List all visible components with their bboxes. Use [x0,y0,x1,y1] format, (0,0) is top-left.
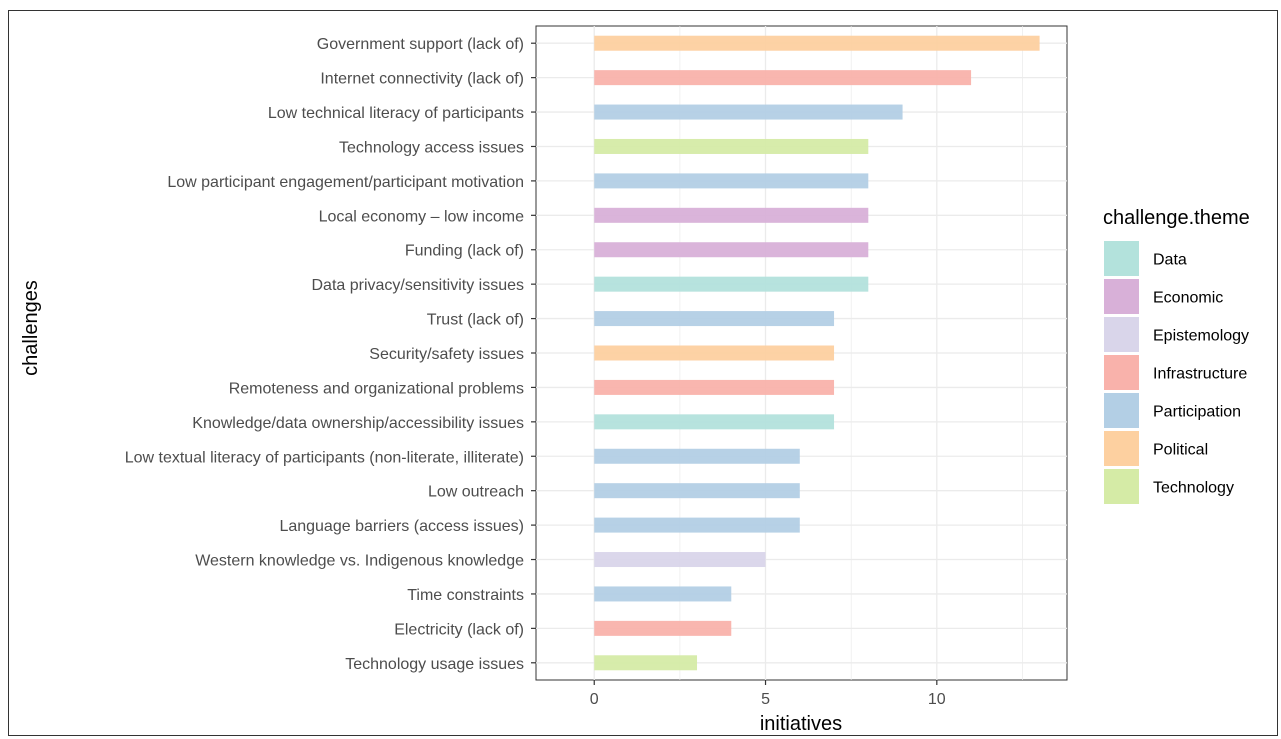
legend-label: Political [1153,442,1208,459]
legend-key [1104,393,1139,428]
legend-label: Technology [1153,480,1234,497]
bar [594,345,835,361]
bar [594,483,800,499]
bar [594,35,1040,51]
bar [594,552,766,568]
bar [594,173,869,189]
bar [594,242,869,258]
legend-label: Data [1153,252,1187,269]
legend-label: Epistemology [1153,328,1249,345]
y-tick-label: Technology access issues [339,139,524,156]
y-tick-label: Security/safety issues [369,346,524,363]
legend-label: Participation [1153,404,1241,421]
figure-frame [8,10,1278,736]
y-tick-label: Government support (lack of) [317,36,524,53]
bar [594,70,972,86]
legend-key [1104,241,1139,276]
legend-label: Economic [1153,290,1223,307]
y-tick-label: Funding (lack of) [405,243,524,260]
bar [594,448,800,464]
bar [594,138,869,154]
y-tick-label: Western knowledge vs. Indigenous knowled… [195,553,524,570]
y-tick-label: Technology usage issues [345,656,524,673]
bar [594,276,869,292]
bar [594,207,869,223]
bars [594,35,1040,671]
y-tick-label: Data privacy/sensitivity issues [311,277,524,294]
y-tick-label: Internet connectivity (lack of) [320,71,524,88]
bar [594,311,835,327]
x-axis: 0 5 10 [590,680,946,708]
y-tick-label: Remoteness and organizational problems [229,380,524,397]
y-tick-label: Local economy – low income [319,208,525,225]
legend-label: Infrastructure [1153,366,1247,383]
bar [594,586,732,602]
y-tick-label: Low technical literacy of participants [268,105,524,122]
y-tick-label: Low textual literacy of participants (no… [125,449,524,466]
legend-title: challenge.theme [1103,207,1250,229]
bar [594,379,835,395]
legend-key [1104,317,1139,352]
x-tick-label: 5 [761,691,770,708]
y-axis: Government support (lack of) Internet con… [125,36,536,673]
y-axis-title: challenges [20,280,42,376]
bar [594,104,903,120]
bar [594,655,698,671]
x-tick-label: 0 [590,691,599,708]
bar [594,620,732,636]
legend-key [1104,469,1139,504]
legend: challenge.theme Data Economic Epistemology… [1103,207,1250,504]
y-tick-label: Knowledge/data ownership/accessibility i… [192,415,524,432]
bar [594,414,835,430]
x-tick-label: 10 [928,691,946,708]
legend-key [1104,355,1139,390]
legend-key [1104,431,1139,466]
bar [594,517,800,533]
legend-key [1104,279,1139,314]
x-axis-title: initiatives [760,713,842,735]
y-tick-label: Low outreach [428,484,524,501]
y-tick-label: Language barriers (access issues) [279,518,524,535]
y-tick-label: Electricity (lack of) [394,621,524,638]
y-tick-label: Time constraints [407,587,524,604]
y-tick-label: Low participant engagement/participant m… [167,174,524,191]
y-tick-label: Trust (lack of) [427,312,524,329]
